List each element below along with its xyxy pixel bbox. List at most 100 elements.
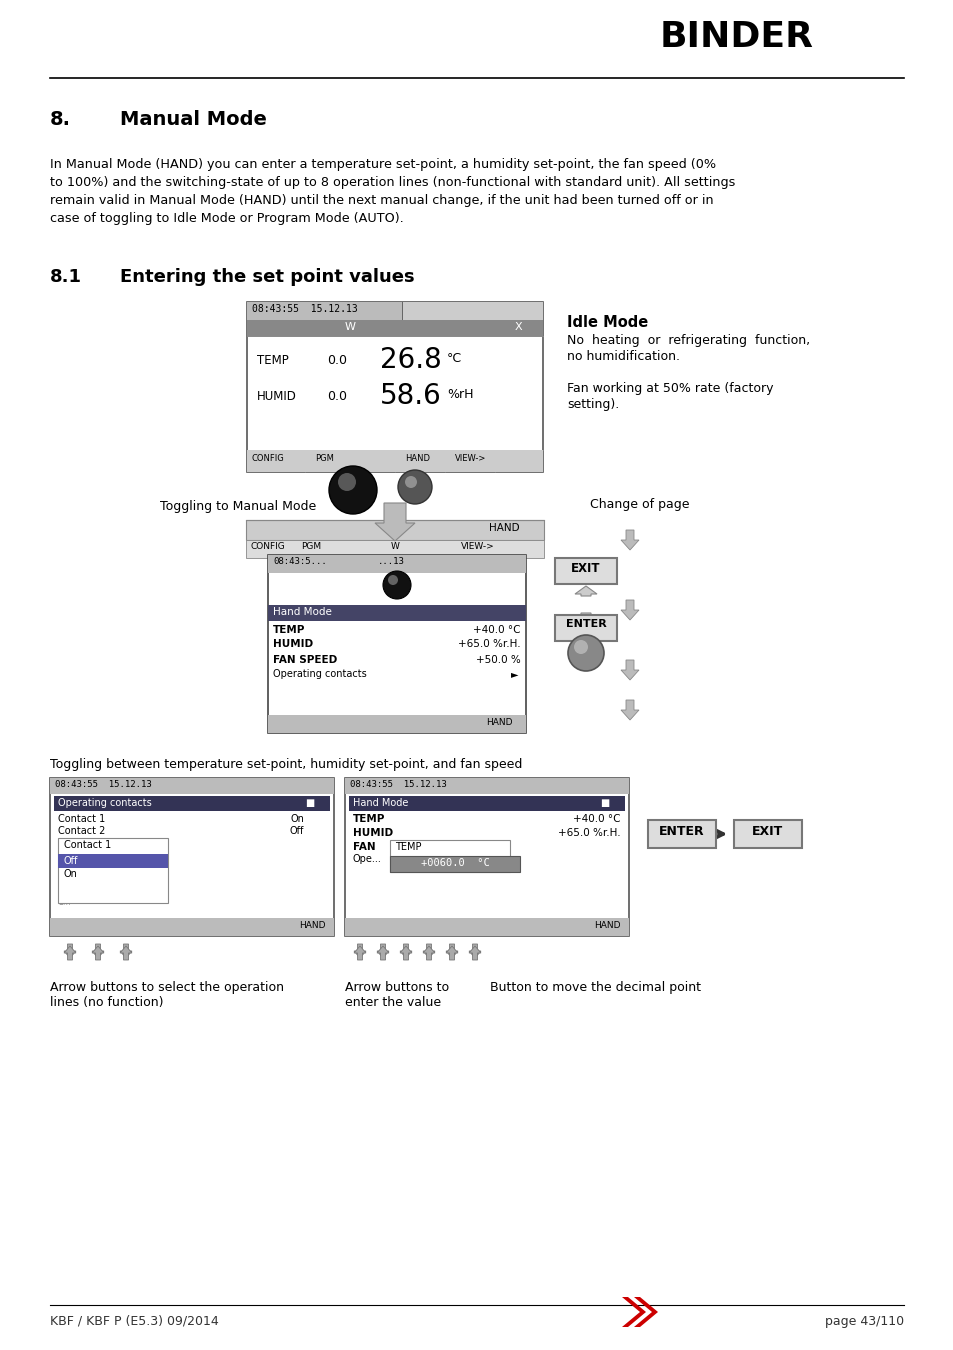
Text: 0.0: 0.0 [327,354,347,367]
Text: Operating contacts: Operating contacts [58,798,152,809]
Text: enter the value: enter the value [345,996,440,1008]
Text: Contact 1: Contact 1 [58,814,105,824]
Text: +0060.0  °C: +0060.0 °C [420,859,489,868]
Text: Hand Mode: Hand Mode [353,798,408,809]
Text: HUMID: HUMID [256,390,296,404]
Text: Arrow buttons to: Arrow buttons to [345,981,449,994]
Text: Operating contacts: Operating contacts [273,670,366,679]
Bar [50,918,334,936]
Text: Off: Off [290,826,304,836]
Bar [390,840,510,872]
Circle shape [574,640,587,653]
Text: C...: C... [58,856,71,865]
Text: Idle Mode: Idle Mode [566,315,648,329]
Text: HUMID: HUMID [353,828,393,838]
Text: ■: ■ [599,798,608,809]
FancyArrow shape [64,946,76,960]
Circle shape [397,470,432,504]
Text: EXIT: EXIT [752,825,782,838]
Text: Contact 1: Contact 1 [64,840,112,850]
Text: 08:43:55  15.12.13: 08:43:55 15.12.13 [252,304,357,315]
Bar [555,616,617,641]
Text: CONFIG: CONFIG [251,541,286,551]
Text: ■: ■ [304,798,314,809]
Text: +50.0 %: +50.0 % [476,655,520,666]
FancyArrow shape [422,946,435,960]
FancyArrow shape [575,613,597,622]
Text: ENTER: ENTER [659,825,704,838]
Text: X: X [515,323,522,332]
Text: W: W [345,323,355,332]
FancyArrow shape [375,504,415,541]
Text: 08:43:5...: 08:43:5... [273,558,327,566]
Text: °C: °C [447,352,461,365]
Bar [247,450,542,472]
FancyArrow shape [469,946,480,960]
Text: 26.8: 26.8 [380,346,441,374]
Text: +40.0 °C: +40.0 °C [573,814,620,824]
Text: ENTER: ENTER [565,620,606,629]
Bar [246,520,543,540]
Circle shape [382,571,411,599]
Text: C...: C... [58,898,71,907]
Bar [247,320,542,336]
Bar [401,302,402,320]
FancyArrow shape [620,599,639,620]
Bar [268,555,525,572]
Text: C...: C... [58,884,71,892]
Text: ...13: ...13 [377,558,404,566]
Text: No  heating  or  refrigerating  function,: No heating or refrigerating function, [566,333,809,347]
Text: 08:43:55  15.12.13: 08:43:55 15.12.13 [55,780,152,788]
Bar [390,856,519,872]
Bar [268,716,525,733]
Text: Off: Off [64,856,78,865]
Text: 8.: 8. [50,109,71,130]
Circle shape [405,477,416,487]
Text: Toggling to Manual Mode: Toggling to Manual Mode [160,500,315,513]
Text: Button to move the decimal point: Button to move the decimal point [490,981,700,994]
Bar [555,558,617,585]
Text: ►: ► [511,670,518,679]
Text: C...: C... [58,842,71,850]
FancyArrow shape [620,660,639,680]
Circle shape [337,472,355,491]
Text: Contact 2: Contact 2 [58,826,105,836]
Text: HAND: HAND [485,718,512,728]
Text: Change of page: Change of page [589,498,689,512]
FancyArrow shape [446,944,457,958]
Text: 58.6: 58.6 [380,382,441,410]
Text: 08:43:55  15.12.13: 08:43:55 15.12.13 [350,780,446,788]
FancyArrow shape [620,531,639,549]
Text: lines (no function): lines (no function) [50,996,163,1008]
FancyArrow shape [446,946,457,960]
FancyArrow shape [354,946,366,960]
Text: HUMID: HUMID [273,639,313,649]
Bar [50,778,334,794]
Bar [247,302,542,472]
Polygon shape [634,1297,658,1327]
Text: KBF / KBF P (E5.3) 09/2014: KBF / KBF P (E5.3) 09/2014 [50,1315,218,1328]
Bar [647,819,716,848]
Circle shape [388,575,397,585]
Text: Manual Mode: Manual Mode [120,109,267,130]
Text: HAND: HAND [489,522,519,533]
Text: HAND: HAND [405,454,430,463]
Text: 0.0: 0.0 [327,390,347,404]
Bar [58,838,168,903]
Circle shape [329,466,376,514]
Text: +65.0 %r.H.: +65.0 %r.H. [558,828,620,838]
Circle shape [567,634,603,671]
Text: HAND: HAND [298,921,325,930]
FancyArrow shape [354,944,366,958]
Bar [268,605,525,621]
Text: C...: C... [58,869,71,879]
Bar [349,796,624,811]
Text: W: W [391,541,399,551]
FancyArrow shape [91,946,104,960]
FancyArrow shape [120,944,132,958]
Text: VIEW->: VIEW-> [455,454,486,463]
FancyArrow shape [575,586,597,595]
Text: remain valid in Manual Mode (HAND) until the next manual change, if the unit had: remain valid in Manual Mode (HAND) until… [50,194,713,207]
Bar [345,778,628,936]
FancyArrow shape [64,944,76,958]
